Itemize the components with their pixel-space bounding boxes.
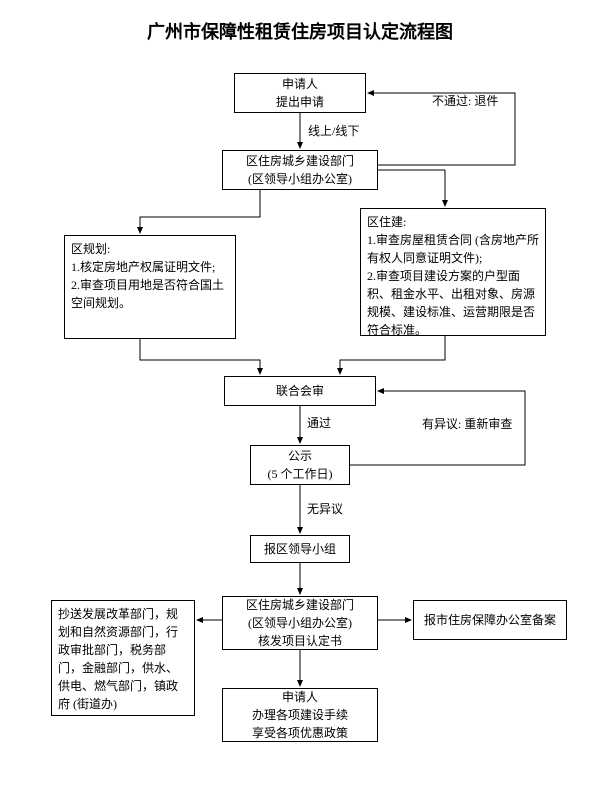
node-copy-departments: 抄送发展改革部门，规划和自然资源部门，行政审批部门，税务部门，金融部门，供水、供… [51, 600, 195, 716]
edge-label-reject: 不通过: 退件 [430, 92, 500, 109]
node-report-city-office: 报市住房保障办公室备案 [413, 600, 567, 640]
node-district-housing-dept: 区住房城乡建设部门(区领导小组办公室) [222, 150, 378, 190]
edge-label-pass: 通过 [305, 414, 333, 431]
node-issue-certificate: 区住房城乡建设部门(区领导小组办公室)核发项目认定书 [222, 596, 378, 650]
node-district-planning: 区规划:1.核定房地产权属证明文件;2.审查项目用地是否符合国土空间规划。 [64, 235, 236, 339]
node-report-district-group: 报区领导小组 [250, 535, 350, 563]
node-applicant-submit: 申请人提出申请 [234, 73, 366, 113]
edge-label-objection: 有异议: 重新审查 [420, 415, 514, 432]
node-joint-review: 联合会审 [224, 376, 376, 406]
edge-label-no-objection: 无异议 [305, 500, 345, 517]
node-publicity: 公示(5 个工作日) [250, 445, 350, 485]
node-applicant-procedures: 申请人办理各项建设手续享受各项优惠政策 [222, 688, 378, 742]
edge-label-online-offline: 线上/线下 [306, 122, 361, 139]
page-title: 广州市保障性租赁住房项目认定流程图 [0, 18, 600, 44]
node-district-construction: 区住建:1.审查房屋租赁合同 (含房地产所有权人同意证明文件);2.审查项目建设… [360, 208, 546, 336]
